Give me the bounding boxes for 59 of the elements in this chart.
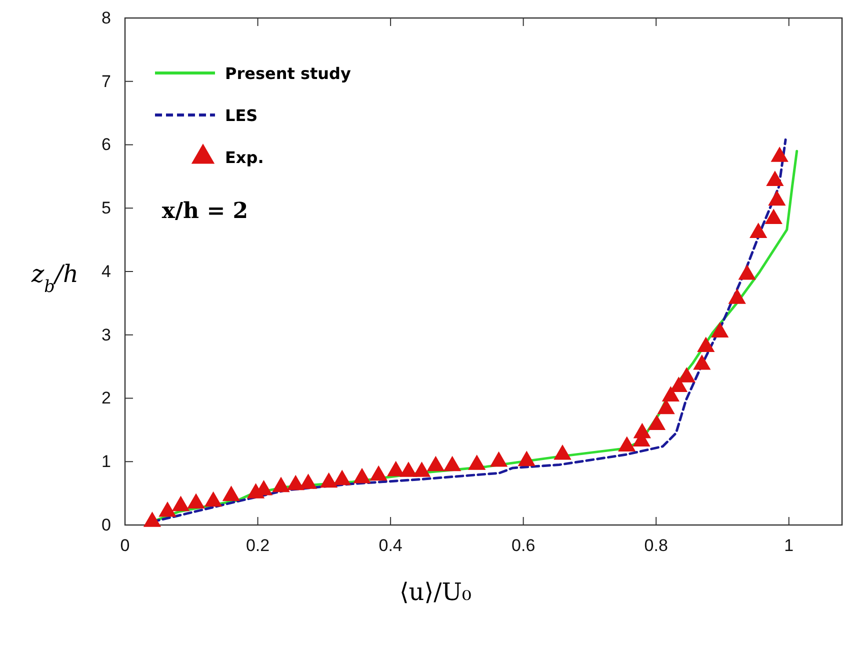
legend-label: Present study xyxy=(225,64,352,83)
point xyxy=(750,223,767,238)
x-tick-label: 0.8 xyxy=(644,536,668,556)
point xyxy=(693,354,710,370)
y-tick-label: 8 xyxy=(102,8,111,28)
x-tick-label: 0.2 xyxy=(246,536,270,556)
x-tick-label: 0 xyxy=(120,536,130,556)
point xyxy=(738,264,756,280)
point xyxy=(711,322,728,338)
point xyxy=(618,436,636,452)
legend-label: Exp. xyxy=(225,148,264,167)
x-axis-title: ⟨u⟩/U₀ xyxy=(399,578,472,606)
point xyxy=(334,470,351,486)
point xyxy=(222,486,240,501)
point xyxy=(678,368,696,382)
point xyxy=(413,462,430,477)
point xyxy=(159,502,176,517)
point xyxy=(518,451,536,466)
point xyxy=(300,474,317,489)
point xyxy=(320,472,338,488)
y-tick-label: 7 xyxy=(102,72,111,91)
point xyxy=(768,190,786,206)
legend-label: LES xyxy=(225,106,258,125)
point xyxy=(490,452,508,467)
x-tick-label: 0.4 xyxy=(378,536,402,556)
point xyxy=(771,147,788,162)
y-tick-label: 0 xyxy=(102,515,111,534)
point xyxy=(670,377,688,392)
annotation: x/h = 2 xyxy=(162,198,248,224)
point xyxy=(387,461,404,476)
y-tick-label: 3 xyxy=(102,325,111,344)
x-tick-label: 1 xyxy=(784,536,794,556)
point xyxy=(634,423,651,438)
y-tick-label: 1 xyxy=(102,452,111,472)
point xyxy=(444,456,461,472)
point xyxy=(648,415,666,430)
point xyxy=(468,455,486,470)
point xyxy=(662,386,680,402)
point xyxy=(765,209,782,224)
point xyxy=(144,512,161,527)
point xyxy=(728,289,746,304)
point xyxy=(370,466,388,481)
point xyxy=(354,468,370,484)
point xyxy=(188,494,205,509)
point xyxy=(172,496,190,512)
y-tick-label: 6 xyxy=(102,135,111,154)
y-axis-title: z$_{b}$/h xyxy=(30,260,78,296)
y-tick-label: 2 xyxy=(102,388,111,408)
point xyxy=(427,456,444,472)
point xyxy=(272,477,290,492)
point xyxy=(287,475,304,490)
point xyxy=(766,171,784,186)
point xyxy=(204,492,222,507)
y-tick-label: 4 xyxy=(102,262,111,281)
point xyxy=(554,444,571,460)
y-tick-label: 5 xyxy=(102,198,111,218)
point xyxy=(400,462,417,477)
point xyxy=(697,337,714,352)
x-tick-label: 0.6 xyxy=(512,536,536,556)
